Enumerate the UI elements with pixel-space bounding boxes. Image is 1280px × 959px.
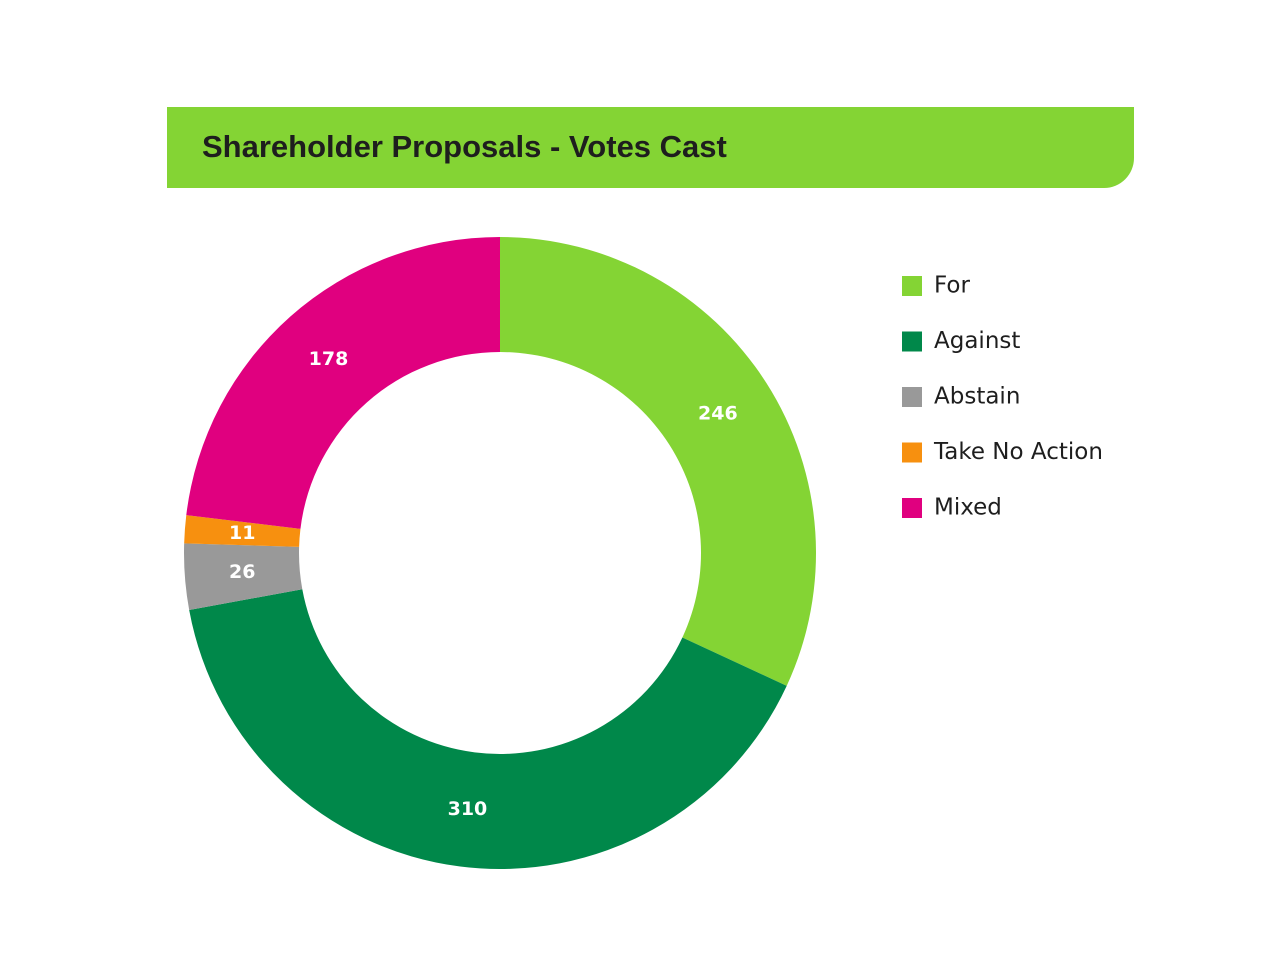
slice <box>186 237 500 529</box>
data-label: 310 <box>448 798 488 820</box>
legend-swatch <box>902 276 922 296</box>
legend-label: Take No Action <box>933 439 1103 465</box>
legend-swatch <box>902 498 922 518</box>
legend-swatch <box>902 387 922 407</box>
slice <box>189 589 787 869</box>
legend-label: Mixed <box>934 495 1002 521</box>
slice <box>500 237 816 686</box>
legend-swatch <box>902 442 922 463</box>
slice <box>184 515 301 547</box>
legend: For Against Abstain Take No Action Mixed <box>902 273 1103 521</box>
legend-swatch <box>902 331 922 352</box>
legend-label: Against <box>934 328 1020 354</box>
legend-label: Abstain <box>934 384 1020 410</box>
title-bar <box>167 107 1134 188</box>
legend-label: For <box>934 273 970 299</box>
slice <box>184 543 303 610</box>
data-label: 11 <box>229 522 255 544</box>
data-label: 26 <box>229 561 255 583</box>
chart-title: Shareholder Proposals - Votes Cast <box>202 129 727 164</box>
data-label: 246 <box>698 402 738 424</box>
donut: 246 310 26 11 178 <box>184 237 816 869</box>
data-label: 178 <box>309 348 349 370</box>
